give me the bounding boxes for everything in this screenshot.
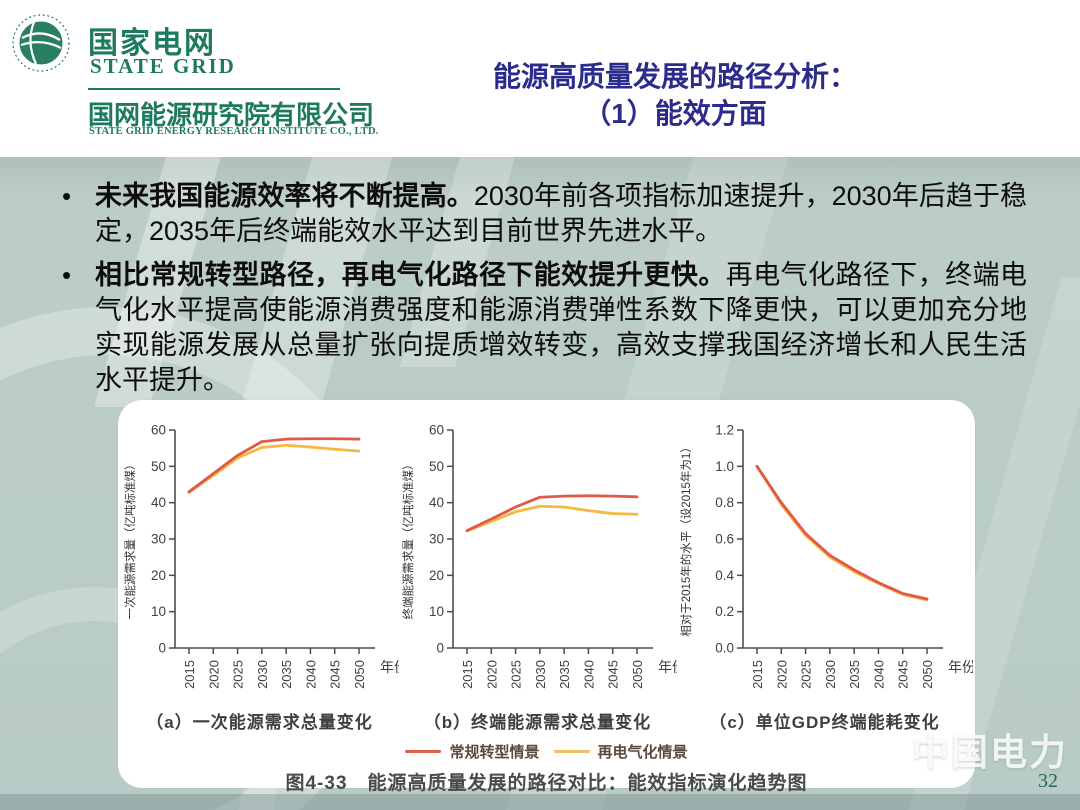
svg-text:40: 40 [150, 495, 165, 510]
svg-text:2025: 2025 [508, 660, 523, 689]
header: 国家电网 STATE GRID 国网能源研究院有限公司 STATE GRID E… [0, 0, 1080, 157]
svg-text:0: 0 [436, 641, 444, 656]
svg-text:2040: 2040 [303, 660, 318, 689]
svg-text:40: 40 [428, 495, 443, 510]
chart-gdp-intensity: 相对于2015年的水平（设2015年为1） 0.0 0.2 0.4 0.6 0.8 1.0 1… [677, 410, 973, 733]
page-number: 32 [1038, 770, 1058, 792]
bottom-band [0, 794, 1080, 810]
svg-text:一次能源需求量（亿吨标准煤）: 一次能源需求量（亿吨标准煤） [123, 459, 137, 620]
svg-text:20: 20 [428, 568, 443, 583]
watermark-text: 中国电力 [912, 732, 1068, 773]
svg-text:2020: 2020 [206, 660, 221, 689]
watermark: 中国电力 [862, 722, 1068, 776]
svg-text:0.2: 0.2 [715, 604, 734, 619]
logo-en-name: STATE GRID [90, 54, 236, 78]
chart-a-caption: （a）一次能源需求总量变化 [146, 713, 373, 732]
institute-cn-name: 国网能源研究院有限公司 [88, 100, 375, 130]
svg-text:2040: 2040 [581, 660, 596, 689]
svg-text:2020: 2020 [774, 660, 789, 689]
svg-text:2030: 2030 [822, 660, 837, 689]
svg-text:50: 50 [150, 459, 165, 474]
legend-label-conventional: 常规转型情景 [449, 744, 540, 761]
bullet-1-lead: 未来我国能源效率将不断提高。 [95, 181, 474, 211]
svg-text:2040: 2040 [871, 660, 886, 689]
page-title: 能源高质量发展的路径分析： （1）能效方面 [430, 58, 920, 132]
svg-text:30: 30 [428, 532, 443, 547]
svg-text:0.0: 0.0 [715, 641, 734, 656]
svg-text:2035: 2035 [279, 660, 294, 689]
svg-text:2020: 2020 [484, 660, 499, 689]
svg-text:年份: 年份 [658, 659, 677, 675]
chart-primary-energy: 一次能源需求量（亿吨标准煤） 0 10 20 30 40 50 60 2015 2020 2025 2… [121, 410, 399, 733]
bullet-item-2: • 相比常规转型路径，再电气化路径下能效提升更快。再电气化路径下，终端电气化水平… [62, 258, 1027, 398]
legend-item-conventional: 常规转型情景 [405, 741, 540, 762]
svg-text:20: 20 [150, 568, 165, 583]
svg-text:2035: 2035 [847, 660, 862, 689]
legend-line-red [405, 750, 442, 753]
state-grid-logo-icon [12, 14, 70, 77]
svg-text:2045: 2045 [605, 660, 620, 689]
svg-text:0.6: 0.6 [715, 532, 734, 547]
legend-line-yellow [553, 750, 590, 753]
svg-text:2025: 2025 [230, 660, 245, 689]
figure-caption: 图4-33 能源高质量发展的路径对比：能效指标演化趋势图 [285, 773, 808, 794]
bullet-dot: • [62, 260, 72, 290]
svg-text:2050: 2050 [352, 660, 367, 689]
chart-gdp-intensity-plot: 相对于2015年的水平（设2015年为1） 0.0 0.2 0.4 0.6 0.8 1.0 1… [679, 423, 973, 689]
svg-text:2030: 2030 [532, 660, 547, 689]
bullet-item-1: • 未来我国能源效率将不断提高。2030年前各项指标加速提升，2030年后趋于稳… [62, 179, 1027, 249]
svg-text:2050: 2050 [630, 660, 645, 689]
bullet-2-rest: 再电气化路径下，终端电气化水平提高使能源消费强度和能源消费弹性系数下降更快，可以… [95, 260, 1028, 395]
chart-final-energy: 终端能源需求量（亿吨标准煤） 0 10 20 30 40 50 60 2015 2020 2025 2… [399, 410, 677, 733]
svg-text:相对于2015年的水平（设2015年为1）: 相对于2015年的水平（设2015年为1） [679, 441, 693, 637]
svg-text:0.4: 0.4 [715, 568, 734, 583]
bullet-2-lead: 相比常规转型路径，再电气化路径下能效提升更快。 [95, 260, 726, 290]
svg-text:2025: 2025 [798, 660, 813, 689]
figure-panel: 一次能源需求量（亿吨标准煤） 0 10 20 30 40 50 60 2015 2020 2025 2… [118, 400, 975, 794]
page-title-line2: （1）能效方面 [583, 98, 767, 129]
wechat-icon [862, 729, 906, 770]
legend-item-reelectrification: 再电气化情景 [553, 741, 688, 762]
svg-text:60: 60 [150, 423, 165, 438]
svg-text:2035: 2035 [557, 660, 572, 689]
chart-c-caption: （c）单位GDP终端能耗变化 [709, 713, 940, 732]
svg-text:2030: 2030 [254, 660, 269, 689]
logo-cn-name: 国家电网 [88, 27, 216, 60]
svg-text:1.0: 1.0 [715, 459, 734, 474]
svg-text:2015: 2015 [750, 660, 765, 689]
logo-divider [88, 88, 340, 90]
svg-text:1.2: 1.2 [715, 423, 734, 438]
institute-en-name: STATE GRID ENERGY RESEARCH INSTITUTE CO.… [89, 126, 379, 137]
svg-text:0.8: 0.8 [715, 495, 734, 510]
svg-text:终端能源需求量（亿吨标准煤）: 终端能源需求量（亿吨标准煤） [401, 459, 415, 620]
svg-text:年份: 年份 [380, 659, 399, 675]
svg-text:2045: 2045 [327, 660, 342, 689]
svg-text:60: 60 [428, 423, 443, 438]
svg-text:10: 10 [428, 604, 443, 619]
charts-row: 一次能源需求量（亿吨标准煤） 0 10 20 30 40 50 60 2015 2020 2025 2… [118, 400, 975, 733]
svg-text:2015: 2015 [460, 660, 475, 689]
svg-text:2045: 2045 [895, 660, 910, 689]
svg-text:30: 30 [150, 532, 165, 547]
chart-legend: 常规转型情景 再电气化情景 [118, 741, 975, 762]
svg-text:2015: 2015 [182, 660, 197, 689]
page-title-line1: 能源高质量发展的路径分析： [492, 61, 857, 92]
bullet-list: • 未来我国能源效率将不断提高。2030年前各项指标加速提升，2030年后趋于稳… [62, 179, 1027, 407]
chart-b-caption: （b）终端能源需求总量变化 [423, 713, 652, 732]
bullet-text-1: 未来我国能源效率将不断提高。2030年前各项指标加速提升，2030年后趋于稳定，… [95, 179, 1027, 249]
content-area: • 未来我国能源效率将不断提高。2030年前各项指标加速提升，2030年后趋于稳… [0, 157, 1080, 810]
svg-text:50: 50 [428, 459, 443, 474]
bullet-1-rest: 2030年前各项指标加速提升，2030年后趋于稳定，2035年后终端能效水平达到… [95, 181, 1027, 246]
svg-text:10: 10 [150, 604, 165, 619]
legend-label-reelectrification: 再电气化情景 [597, 744, 688, 761]
svg-text:年份: 年份 [948, 659, 973, 675]
bullet-dot: • [62, 181, 72, 211]
bullet-text-2: 相比常规转型路径，再电气化路径下能效提升更快。再电气化路径下，终端电气化水平提高… [95, 258, 1027, 398]
svg-text:2050: 2050 [920, 660, 935, 689]
svg-text:0: 0 [158, 641, 166, 656]
